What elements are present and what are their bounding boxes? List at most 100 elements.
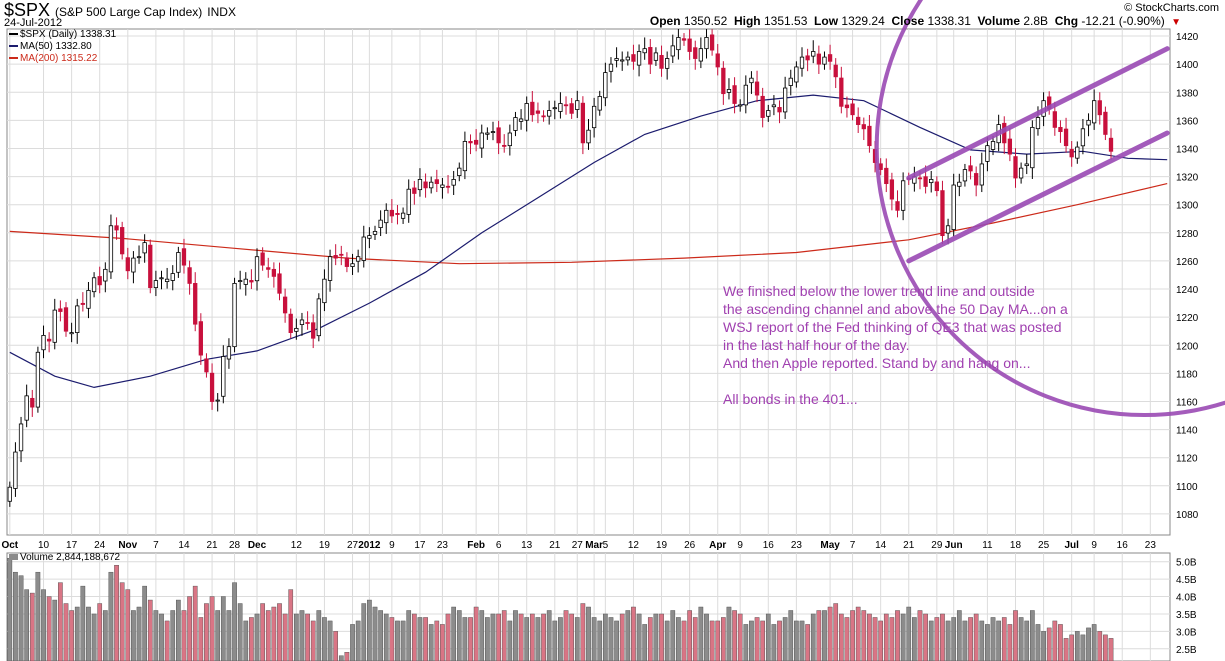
candle-body — [985, 145, 990, 162]
candle-body — [620, 59, 625, 62]
candle-body — [839, 77, 844, 107]
volume-bar — [305, 613, 310, 661]
candle-body — [288, 313, 293, 334]
volume-bar — [142, 585, 147, 661]
candle-body — [164, 278, 170, 282]
exchange: INDX — [207, 5, 236, 19]
volume-bar — [479, 610, 485, 661]
volume-bar — [159, 613, 164, 661]
date-tick-label: Jul — [1064, 540, 1079, 551]
candle-body — [356, 256, 361, 262]
candle-body — [502, 144, 507, 147]
candle-body — [221, 356, 226, 397]
candle-body — [867, 125, 872, 147]
volume-bar — [288, 589, 294, 661]
candle-body — [917, 177, 923, 180]
date-tick-label: 29 — [931, 540, 943, 551]
volume-bar — [698, 606, 704, 661]
symbol: $SPX — [4, 0, 51, 20]
volume-bar — [940, 613, 945, 661]
candle-body — [535, 110, 541, 114]
volume-bar — [659, 613, 664, 661]
candle-body — [333, 255, 338, 259]
volume-bar — [552, 620, 558, 661]
volume-bar — [46, 596, 52, 661]
volume-bar — [1091, 624, 1097, 661]
trend-line — [906, 46, 1170, 181]
candle-body — [271, 268, 277, 277]
date-tick-label: 2012 — [358, 540, 381, 551]
candle-body — [895, 201, 900, 211]
candle-body — [799, 56, 805, 69]
volume-bar — [327, 620, 333, 661]
candle-body — [378, 219, 383, 229]
volume-bar — [411, 613, 417, 661]
volume-bar — [889, 617, 895, 661]
candle-body — [125, 257, 130, 272]
volume-bar — [192, 585, 198, 661]
volume-bar — [1030, 610, 1035, 661]
volume-bar — [1052, 620, 1058, 661]
candle-body — [665, 58, 670, 69]
candle-body — [962, 169, 968, 182]
volume-bar — [507, 620, 513, 661]
volume-bar — [777, 620, 782, 661]
candle-body — [187, 267, 192, 284]
price-tick-label: 1140 — [1176, 426, 1198, 437]
volume-bar — [838, 613, 844, 661]
candle-body — [457, 167, 462, 176]
candle-body — [659, 55, 664, 69]
candle-body — [614, 58, 619, 61]
volume-bar — [1063, 638, 1069, 661]
volume-bar — [1097, 631, 1103, 661]
date-tick-label: Mar — [585, 540, 603, 551]
volume-bar — [1035, 624, 1041, 661]
candle-body — [372, 230, 378, 235]
annotation-line — [723, 372, 1068, 390]
volume-bar — [625, 610, 631, 661]
volume-bar — [788, 610, 794, 661]
legend-ma200: MA(200) 1315.22 — [9, 53, 116, 65]
candle-body — [715, 53, 720, 68]
candle-body — [676, 37, 681, 51]
annotation-line: And then Apple reported. Stand by and ha… — [723, 355, 1031, 371]
volume-bar — [844, 617, 850, 661]
candle-body — [951, 184, 956, 230]
volume-bar — [299, 610, 305, 661]
candle-body — [648, 47, 653, 65]
high-value: 1351.53 — [763, 14, 808, 28]
candle-body — [260, 252, 265, 266]
annotation-note: We finished below the lower trend line a… — [723, 282, 1068, 408]
candle-body — [603, 72, 608, 99]
candle-body — [120, 227, 125, 255]
candle-body — [204, 358, 209, 373]
candle-body — [277, 273, 282, 294]
volume-bar — [721, 617, 726, 661]
candle-body — [367, 235, 372, 239]
date-tick-label: 7 — [850, 540, 856, 551]
candle-body — [361, 236, 366, 261]
volume-bar — [226, 610, 232, 661]
candle-body — [642, 48, 647, 54]
date-tick-label: 12 — [291, 540, 303, 551]
candle-body — [726, 89, 732, 93]
volume-bar — [372, 606, 378, 661]
volume-bar — [187, 596, 192, 661]
candle-body — [816, 53, 821, 65]
highlight-circle — [874, 0, 1225, 417]
volume-bar — [355, 620, 361, 661]
date-tick-label: 24 — [94, 540, 106, 551]
volume-bar — [861, 610, 867, 661]
date-tick-label: 9 — [737, 540, 743, 551]
volume-bar — [456, 610, 462, 661]
volume-bar — [681, 620, 687, 661]
candle-body — [1030, 126, 1035, 169]
volume-bar — [125, 589, 131, 661]
candle-body — [681, 38, 687, 41]
volume-bar — [147, 599, 153, 661]
volume-bar — [726, 606, 732, 661]
volume-bar — [810, 613, 816, 661]
date-tick-label: 19 — [319, 540, 331, 551]
candle-body — [417, 178, 423, 191]
